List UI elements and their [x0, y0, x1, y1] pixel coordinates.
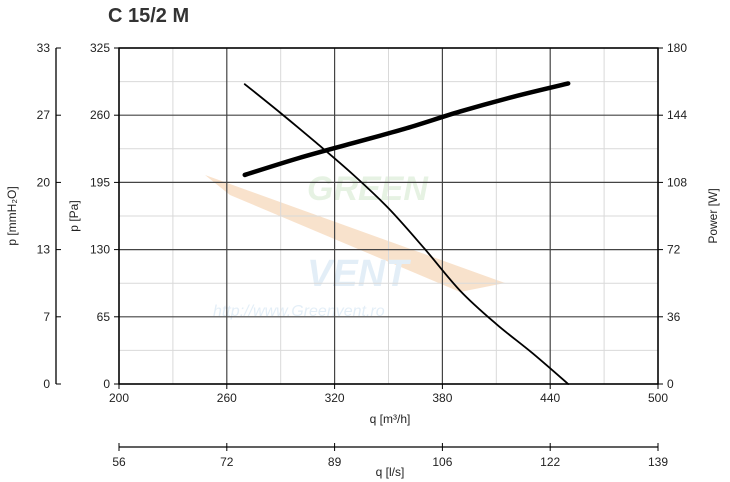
axes	[55, 47, 659, 448]
y-tick-label: 195	[90, 175, 110, 189]
plot-frame	[118, 47, 659, 385]
power-curve	[242, 81, 571, 178]
y-outer-tick-label: 20	[37, 175, 51, 189]
x-tick-label: 500	[648, 391, 668, 405]
x-axis-label: q [m³/h]	[370, 412, 411, 426]
y-tick-label: 325	[90, 41, 110, 55]
y-outer-tick-label: 13	[37, 243, 51, 257]
y-right-tick-label: 36	[667, 310, 681, 324]
x2-tick-label: 89	[328, 455, 342, 469]
x2-tick-label: 106	[432, 455, 452, 469]
x2-tick-label: 72	[220, 455, 234, 469]
pressure-curve	[243, 83, 570, 385]
watermark: GREEN VENT http://www.Greenvent.ro	[205, 170, 505, 320]
watermark-vent: VENT	[307, 253, 411, 295]
y-outer-tick-label: 0	[43, 377, 50, 391]
x-tick-label: 260	[217, 391, 237, 405]
watermark-url: http://www.Greenvent.ro	[213, 303, 385, 320]
y-outer-tick-label: 27	[37, 108, 51, 122]
x-tick-label: 200	[109, 391, 129, 405]
y-right-axis-label: Power [W]	[706, 188, 720, 243]
x-tick-label: 380	[432, 391, 452, 405]
x-tick-label: 320	[325, 391, 345, 405]
y-right-tick-label: 144	[667, 108, 687, 122]
y-tick-label: 0	[103, 377, 110, 391]
x2-tick-label: 122	[540, 455, 560, 469]
y-tick-label: 260	[90, 108, 110, 122]
y-tick-label: 65	[97, 310, 111, 324]
grid	[118, 47, 659, 385]
x2-tick-label: 139	[648, 455, 668, 469]
series-layer	[242, 81, 571, 385]
y-right-tick-label: 180	[667, 41, 687, 55]
y-right-tick-label: 108	[667, 175, 687, 189]
y-outer-axis-label: p [mmH₂O]	[5, 186, 19, 245]
watermark-swoosh	[205, 175, 505, 292]
y-right-tick-label: 0	[667, 377, 674, 391]
y-axis-label: p [Pa]	[67, 200, 81, 231]
x2-tick-label: 56	[112, 455, 126, 469]
x-tick-label: 440	[540, 391, 560, 405]
chart-title: C 15/2 M	[108, 5, 189, 27]
x-secondary-axis-label: q [l/s]	[376, 465, 405, 479]
y-outer-tick-label: 7	[43, 310, 50, 324]
y-tick-label: 130	[90, 243, 110, 257]
y-right-tick-label: 72	[667, 243, 681, 257]
y-outer-tick-label: 33	[37, 41, 51, 55]
